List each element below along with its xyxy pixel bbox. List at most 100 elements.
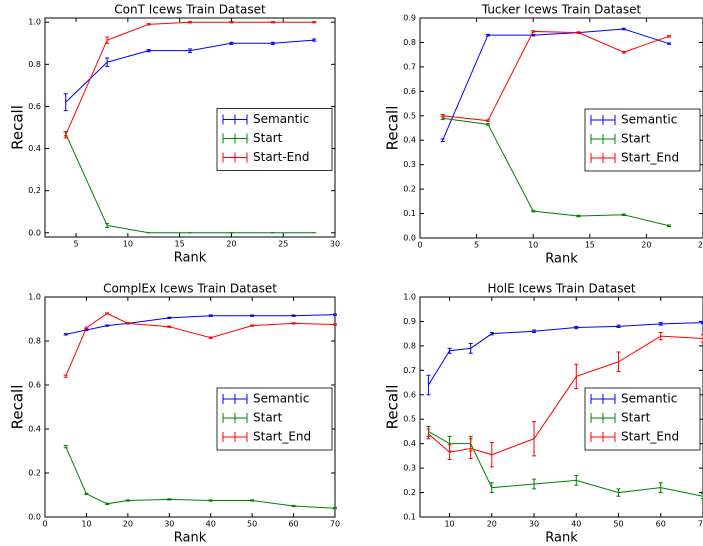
y-axis-label: Recall [9, 385, 27, 430]
subplot: HolE Icews Train Dataset Rank Recall 10 20 30… [384, 282, 703, 546]
legend-label: Start [253, 131, 283, 145]
error-bar [63, 333, 68, 336]
error-bar [270, 21, 275, 24]
error-bar [312, 21, 317, 24]
y-axis-label: Recall [384, 106, 402, 151]
x-tick-label: 60 [656, 520, 666, 529]
error-bar [188, 21, 192, 24]
error-bar [701, 493, 703, 500]
y-tick-label: 0.6 [403, 87, 416, 96]
y-tick-label: 0.4 [403, 439, 416, 448]
x-tick-label: 50 [613, 520, 623, 529]
error-bar [146, 49, 151, 53]
error-bar [167, 316, 172, 320]
legend-label: Semantic [253, 392, 309, 406]
y-tick-label: 0.0 [403, 234, 416, 243]
error-bar [63, 131, 68, 139]
error-bar [621, 213, 626, 217]
y-tick-label: 0.5 [403, 415, 416, 424]
legend-label: Semantic [621, 392, 677, 406]
error-bar [616, 488, 621, 497]
error-bar [333, 507, 337, 510]
chart-title: Tucker Icews Train Dataset [481, 3, 642, 17]
y-tick-label: 0.8 [28, 337, 41, 346]
legend-label: Semantic [621, 113, 677, 127]
error-bar [658, 331, 663, 341]
legend-swatch [222, 394, 248, 404]
legend-swatch [222, 432, 248, 442]
x-tick-label: 60 [288, 520, 298, 529]
legend-label: Start [621, 411, 651, 425]
y-tick-label: 0.1 [403, 513, 416, 522]
x-axis-label: Rank [545, 531, 578, 546]
x-tick-label: 5 [474, 241, 479, 250]
chart-title: ConT Icews Train Dataset [114, 3, 266, 17]
error-bar [291, 322, 296, 325]
series-line [442, 28, 670, 141]
x-tick-label: 0 [417, 241, 422, 250]
error-bar [621, 50, 626, 54]
legend-label: Start_End [253, 430, 311, 444]
legend-swatch [222, 152, 248, 163]
x-tick-label: 30 [529, 520, 539, 529]
error-bar [468, 342, 473, 354]
y-tick-label: 0.2 [28, 186, 41, 195]
x-tick-label: 0 [42, 520, 47, 529]
x-tick-label: 50 [247, 520, 257, 529]
chart-title: HolE Icews Train Dataset [487, 282, 635, 296]
x-tick-label: 10 [528, 241, 538, 250]
legend-swatch [590, 394, 616, 404]
error-bar [105, 222, 110, 229]
error-bar [250, 324, 255, 327]
error-bar [312, 38, 317, 42]
y-tick-label: 0.6 [403, 390, 416, 399]
y-tick-label: 0.8 [28, 60, 41, 69]
error-bar [188, 48, 192, 53]
error-bar [658, 482, 663, 494]
error-bar [63, 93, 68, 112]
legend: Semantic Start Start_End [584, 108, 701, 172]
x-tick-label: 70 [330, 520, 340, 529]
error-bar [63, 374, 68, 378]
x-tick-label: 10 [444, 520, 454, 529]
error-bar [574, 474, 579, 486]
series-line [442, 117, 670, 227]
legend-label: Start_End [621, 151, 679, 165]
error-bar [270, 41, 275, 45]
legend-swatch [222, 413, 248, 423]
x-tick-label: 20 [641, 241, 651, 250]
y-tick-label: 0.9 [403, 14, 416, 23]
x-tick-label: 30 [164, 520, 174, 529]
y-tick-label: 0.2 [403, 185, 416, 194]
legend-swatch [222, 133, 248, 144]
x-tick-label: 15 [175, 240, 185, 249]
y-tick-label: 0.7 [403, 62, 416, 71]
error-bar [532, 421, 537, 457]
y-tick-label: 0.1 [403, 209, 416, 218]
y-tick-label: 0.4 [28, 144, 41, 153]
legend-label: Semantic [253, 112, 309, 126]
error-bar [621, 27, 626, 31]
error-bar [489, 441, 494, 468]
y-axis-label: Recall [9, 105, 27, 150]
legend-box [584, 108, 701, 172]
legend-swatch [222, 114, 248, 125]
y-tick-label: 0.6 [28, 102, 41, 111]
error-bar [105, 57, 110, 67]
error-bar [250, 499, 255, 502]
legend-label: Start [253, 411, 283, 425]
legend-swatch [590, 413, 616, 423]
error-bar [208, 499, 213, 502]
x-axis-label: Rank [174, 531, 207, 546]
y-tick-label: 0.7 [403, 366, 416, 375]
error-bar [440, 114, 445, 118]
y-tick-label: 0.5 [403, 111, 416, 120]
error-bar [489, 482, 494, 494]
error-bar [701, 334, 703, 343]
legend: Semantic Start Start_End [584, 387, 701, 451]
x-tick-label: 40 [571, 520, 581, 529]
legend-swatch [590, 134, 616, 144]
x-axis-label: Rank [174, 251, 207, 266]
x-tick-label: 10 [123, 240, 133, 249]
